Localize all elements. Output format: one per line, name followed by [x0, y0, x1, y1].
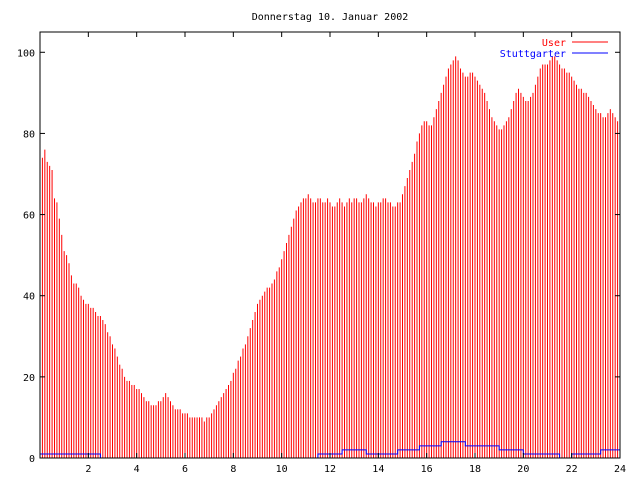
y-tick-label: 60 [23, 211, 35, 222]
y-tick-label: 40 [23, 292, 35, 303]
legend-label-user: User [542, 38, 566, 49]
y-tick-label: 0 [29, 454, 35, 465]
x-tick-label: 12 [324, 464, 336, 475]
x-tick-label: 4 [134, 464, 140, 475]
legend: User Stuttgarter [500, 38, 608, 60]
legend-label-stuttgarter: Stuttgarter [500, 49, 566, 60]
user-series-bars [39, 56, 621, 458]
x-tick-label: 2 [85, 464, 91, 475]
x-tick-label: 24 [614, 464, 626, 475]
chart-title: Donnerstag 10. Januar 2002 [252, 12, 409, 23]
x-tick-label: 10 [276, 464, 288, 475]
y-tick-label: 100 [17, 48, 35, 59]
x-tick-label: 18 [469, 464, 481, 475]
x-tick-label: 14 [372, 464, 384, 475]
y-tick-label: 20 [23, 373, 35, 384]
x-tick-label: 8 [230, 464, 236, 475]
y-axis: 0 20 40 60 80 100 [17, 48, 620, 465]
x-axis: 2 4 6 8 10 12 14 16 18 20 22 24 [85, 32, 626, 475]
x-tick-label: 22 [566, 464, 578, 475]
y-tick-label: 80 [23, 129, 35, 140]
x-tick-label: 6 [182, 464, 188, 475]
x-tick-label: 20 [517, 464, 529, 475]
x-tick-label: 16 [421, 464, 433, 475]
